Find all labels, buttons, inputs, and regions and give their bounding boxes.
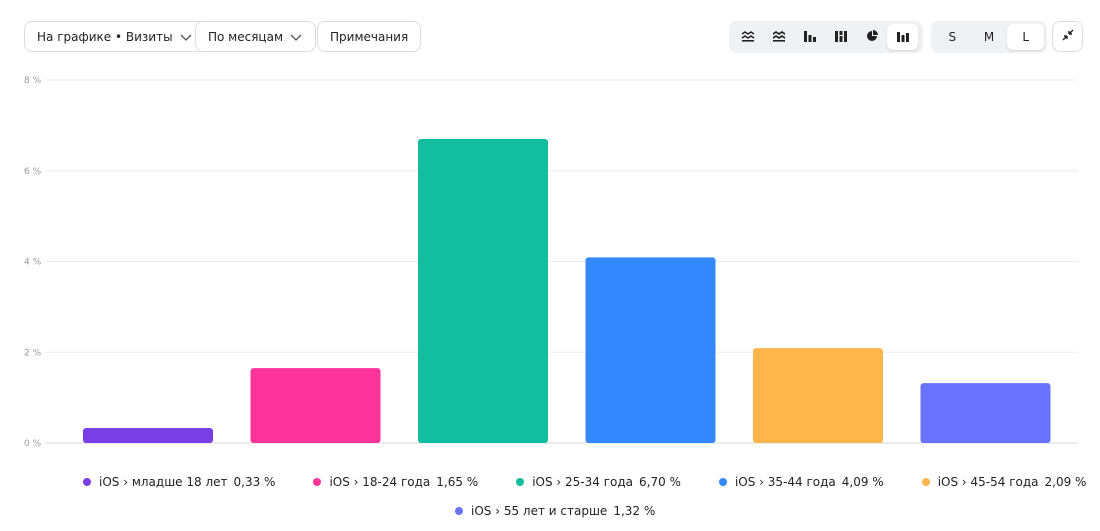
y-tick-label: 2 % <box>24 348 42 358</box>
legend-label: iOS › 18-24 года <box>329 475 431 489</box>
stacked-bar-icon <box>834 30 848 45</box>
chart-toolbar: На графике • Визиты По месяцам Примечани… <box>0 0 1100 70</box>
bar[interactable] <box>585 257 716 443</box>
stacked-lines-icon <box>772 30 786 45</box>
legend-value: 1,65 % <box>436 475 479 489</box>
legend-label: iOS › 45-54 года <box>937 475 1039 489</box>
metric-dropdown[interactable]: На графике • Визиты <box>24 21 206 52</box>
legend-color-dot <box>921 478 930 486</box>
size-s-button[interactable]: S <box>934 24 971 50</box>
stacked-area-icon <box>741 30 755 45</box>
grouped-bar-icon <box>803 30 817 45</box>
bar[interactable] <box>83 428 213 443</box>
legend-value: 0,33 % <box>233 475 276 489</box>
legend-color-dot <box>516 478 525 486</box>
collapse-button[interactable] <box>1052 21 1083 52</box>
chevron-down-icon <box>179 30 193 44</box>
chart-type-stacked-area[interactable] <box>732 24 763 50</box>
legend-color-dot <box>718 478 727 486</box>
bar[interactable] <box>250 368 381 443</box>
legend-label: iOS › 55 лет и старше <box>471 504 608 518</box>
size-l-label: L <box>1022 30 1030 44</box>
legend-value: 1,32 % <box>613 504 656 518</box>
legend-item[interactable]: iOS › 35-44 года 4,09 % <box>718 475 884 489</box>
chart-type-pie[interactable] <box>856 24 887 50</box>
y-tick-label: 8 % <box>24 76 42 86</box>
notes-button[interactable]: Примечания <box>317 21 422 52</box>
period-dropdown-label: По месяцам <box>208 29 284 44</box>
chevron-down-icon <box>289 30 303 44</box>
legend-item[interactable]: iOS › младше 18 лет 0,33 % <box>83 475 275 489</box>
legend-label: iOS › младше 18 лет <box>99 475 228 489</box>
size-m-label: M <box>983 30 995 44</box>
bar-icon <box>896 30 910 45</box>
legend-value: 6,70 % <box>639 475 681 489</box>
legend-item[interactable]: iOS › 18-24 года 1,65 % <box>313 475 478 489</box>
chart-type-stacked-lines[interactable] <box>763 24 794 50</box>
chart-type-stacked-bar[interactable] <box>825 24 856 50</box>
legend-item[interactable]: iOS › 25-34 года 6,70 % <box>516 475 681 489</box>
legend-item[interactable]: iOS › 45-54 года 2,09 % <box>921 475 1087 489</box>
legend-value: 4,09 % <box>841 475 884 489</box>
metric-dropdown-label: На графике • Визиты <box>37 29 173 44</box>
collapse-icon <box>1061 27 1075 46</box>
chart-type-switcher <box>729 21 923 53</box>
size-switcher: S M L <box>931 21 1047 53</box>
legend-row: iOS › 55 лет и старше 1,32 % <box>455 504 655 518</box>
bar[interactable] <box>753 348 883 443</box>
size-m-button[interactable]: M <box>971 24 1008 50</box>
size-l-button[interactable]: L <box>1007 24 1045 50</box>
size-s-label: S <box>948 30 957 44</box>
legend-color-dot <box>455 507 463 515</box>
notes-button-label: Примечания <box>330 29 409 44</box>
legend-label: iOS › 25-34 года <box>532 475 634 489</box>
bar[interactable] <box>418 138 548 444</box>
legend-row: iOS › младше 18 лет 0,33 % iOS › 18-24 год… <box>83 475 1086 489</box>
legend-item[interactable]: iOS › 55 лет и старше 1,32 % <box>455 504 655 518</box>
legend-color-dot <box>83 478 91 486</box>
legend-label: iOS › 35-44 года <box>734 475 836 489</box>
chart-type-grouped-bar[interactable] <box>794 24 825 50</box>
legend-color-dot <box>313 478 322 486</box>
chart-type-bar[interactable] <box>887 24 918 50</box>
y-tick-label: 4 % <box>24 258 42 268</box>
y-tick-label: 6 % <box>24 167 42 177</box>
y-tick-label: 0 % <box>24 439 42 449</box>
bar[interactable] <box>920 383 1051 443</box>
legend-value: 2,09 % <box>1044 475 1087 489</box>
bar-chart: 0 % 2 % 4 % 6 % 8 % <box>24 76 1078 449</box>
pie-icon <box>866 29 878 45</box>
period-dropdown[interactable]: По месяцам <box>195 21 317 52</box>
